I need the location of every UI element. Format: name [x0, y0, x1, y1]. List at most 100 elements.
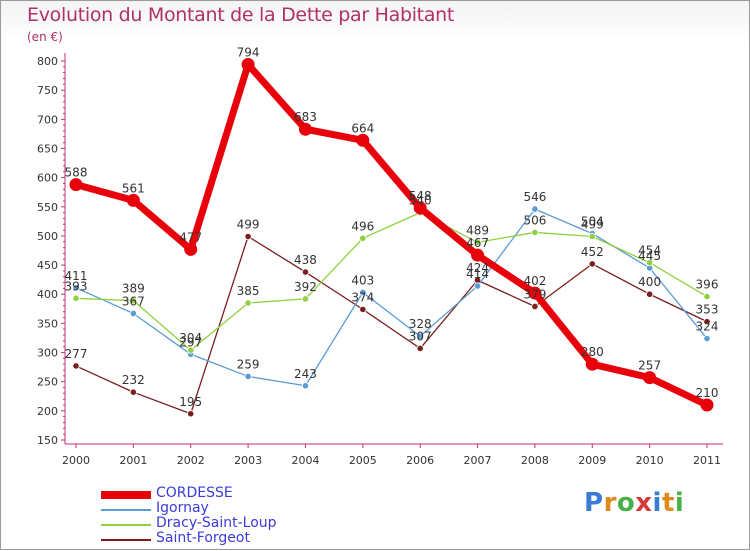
series-line-Saint-Forgeot — [75, 235, 708, 415]
data-point — [359, 288, 367, 297]
data-label: 403 — [351, 273, 374, 287]
data-point — [531, 205, 539, 213]
data-point — [298, 122, 312, 136]
data-label: 452 — [581, 245, 604, 259]
data-label: 328 — [409, 317, 432, 331]
data-label: 393 — [65, 279, 88, 293]
data-label: 683 — [294, 110, 317, 124]
data-label: 504 — [581, 215, 604, 229]
x-tick-label: 2009 — [578, 454, 606, 467]
data-label: 664 — [351, 121, 374, 135]
legend-label: CORDESSE — [156, 485, 233, 501]
data-point — [301, 268, 310, 276]
data-label: 385 — [237, 284, 260, 298]
y-tick-label: 250 — [37, 376, 58, 389]
x-tick-label: 2010 — [636, 454, 664, 467]
data-point — [471, 248, 485, 262]
x-tick-label: 2003 — [234, 454, 262, 467]
data-label: 499 — [237, 218, 260, 232]
y-tick-label: 150 — [37, 434, 58, 447]
data-point — [700, 398, 714, 412]
legend-label: Igornay — [156, 500, 209, 516]
y-tick-label: 350 — [37, 317, 58, 330]
data-point — [126, 193, 140, 207]
logo-letter: i — [652, 488, 662, 518]
data-point — [531, 228, 539, 237]
data-label: 400 — [638, 275, 661, 289]
data-label: 561 — [122, 181, 145, 195]
data-label: 546 — [523, 190, 546, 204]
data-label: 304 — [179, 331, 202, 345]
y-tick-label: 400 — [37, 288, 58, 301]
logo-letter: x — [635, 488, 653, 518]
data-point — [588, 232, 596, 241]
data-point — [531, 302, 539, 311]
data-point — [69, 178, 83, 192]
data-label: 496 — [351, 219, 374, 233]
data-label: 794 — [237, 45, 260, 59]
data-label: 257 — [638, 359, 661, 373]
data-point — [244, 299, 252, 307]
series-line-Igornay — [75, 208, 708, 387]
data-label: 307 — [409, 329, 432, 343]
data-label: 396 — [696, 278, 719, 292]
logo-letter: r — [603, 488, 617, 518]
x-tick-label: 2007 — [464, 454, 492, 467]
data-label: 414 — [466, 267, 489, 281]
data-label: 499 — [581, 218, 604, 232]
data-point — [187, 346, 195, 354]
logo-letter: t — [661, 488, 675, 518]
y-tick-label: 800 — [37, 55, 58, 68]
data-point — [72, 284, 80, 292]
y-tick-label: 700 — [37, 113, 58, 126]
data-point — [72, 362, 80, 370]
legend-swatch — [101, 491, 151, 499]
data-label: 540 — [409, 194, 432, 208]
data-point — [301, 382, 310, 390]
data-point — [703, 334, 711, 343]
data-point — [301, 295, 310, 303]
data-point — [359, 305, 367, 313]
data-point — [359, 234, 367, 242]
data-label: 297 — [179, 335, 202, 349]
data-point — [473, 238, 482, 246]
proxiti-logo: Proxiti — [584, 488, 684, 518]
data-label: 445 — [638, 249, 661, 263]
data-label: 477 — [179, 230, 202, 244]
data-point — [72, 294, 80, 302]
data-point — [356, 133, 370, 147]
data-point — [588, 260, 596, 268]
series-line-CORDESSE — [72, 60, 711, 409]
data-label: 374 — [351, 290, 374, 304]
data-label: 588 — [65, 166, 88, 180]
data-point — [643, 371, 657, 385]
data-point — [129, 388, 137, 396]
legend-swatch — [101, 509, 151, 511]
legend-label: Dracy-Saint-Loup — [156, 515, 277, 531]
x-tick-label: 2006 — [406, 454, 434, 467]
data-point — [244, 372, 252, 381]
x-tick-label: 2002 — [177, 454, 205, 467]
y-tick-label: 200 — [37, 405, 58, 418]
x-tick-label: 2001 — [119, 454, 147, 467]
chart-title: Evolution du Montant de la Dette par Hab… — [27, 4, 455, 26]
logo-letter: P — [584, 488, 604, 518]
x-tick-label: 2011 — [693, 454, 721, 467]
data-label: 424 — [466, 261, 489, 275]
data-point — [184, 242, 198, 256]
logo-letter: i — [674, 488, 685, 518]
data-point — [646, 290, 654, 298]
legend-swatch — [101, 539, 151, 541]
chart-unit: (en €) — [27, 30, 63, 44]
data-label: 353 — [696, 303, 719, 317]
x-tick-label: 2004 — [291, 454, 319, 467]
y-tick-label: 750 — [37, 84, 58, 97]
data-label: 438 — [294, 253, 317, 267]
data-label: 467 — [466, 236, 489, 250]
y-tick-label: 300 — [37, 347, 58, 360]
data-label: 324 — [696, 320, 719, 334]
y-tick-label: 650 — [37, 142, 58, 155]
data-point — [416, 332, 424, 340]
